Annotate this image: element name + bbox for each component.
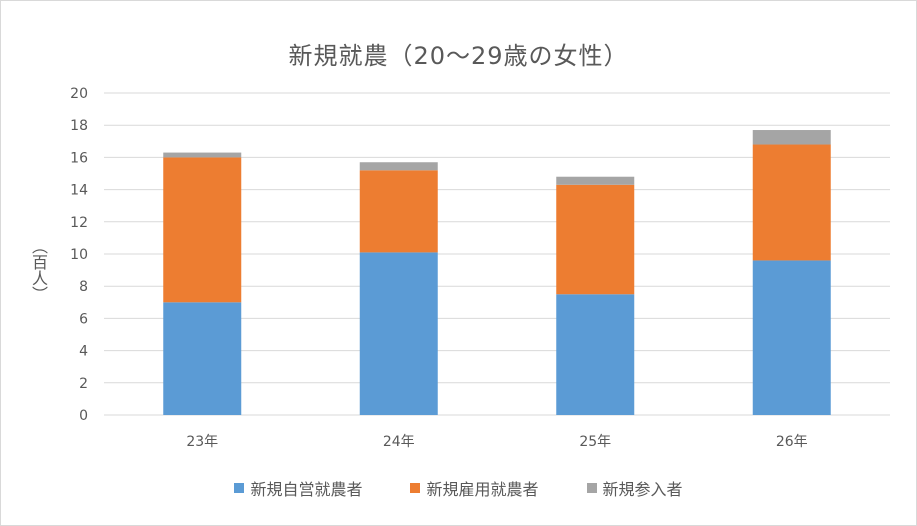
x-tick-label: 24年: [383, 434, 415, 450]
legend-label: 新規自営就農者: [250, 480, 363, 499]
legend-swatch: [410, 483, 421, 493]
bar-segment-series-0-2: [556, 294, 635, 415]
bar-segment-series-2-1: [359, 162, 438, 171]
x-tick-label: 26年: [776, 434, 808, 450]
bar-segment-series-2-3: [752, 130, 831, 145]
y-tick-label: 4: [79, 344, 88, 360]
bar-segment-series-0-1: [359, 252, 438, 415]
bar-segment-series-0-0: [163, 302, 242, 415]
y-tick-label: 6: [79, 311, 88, 327]
legend-swatch: [234, 483, 245, 493]
y-tick-label: 18: [70, 118, 88, 134]
legend-item: 新規自営就農者: [234, 476, 362, 500]
y-tick-label: 20: [70, 86, 88, 102]
legend-item: 新規雇用就農者: [410, 476, 539, 500]
y-axis-label: （百人）: [29, 238, 48, 302]
bar-segment-series-1-1: [359, 170, 438, 253]
chart-title: 新規就農（20～29歳の女性）: [288, 42, 629, 70]
y-tick-label: 0: [79, 408, 88, 424]
x-tick-label: 25年: [579, 434, 611, 450]
legend-label: 新規参入者: [602, 480, 683, 499]
bars: [163, 130, 831, 415]
legend: 新規自営就農者 新規雇用就農者 新規参入者: [0, 476, 917, 500]
y-tick-label: 8: [79, 279, 88, 295]
bar-segment-series-2-0: [163, 152, 242, 158]
legend-item: 新規参入者: [586, 476, 683, 500]
y-tick-label: 14: [70, 183, 88, 199]
y-tick-label: 10: [70, 247, 88, 263]
bar-segment-series-1-2: [556, 184, 635, 295]
y-tick-label: 12: [70, 215, 88, 231]
bar-segment-series-1-3: [752, 144, 831, 261]
y-tick-labels: 0 2 4 6 8 10 12 14 16 18 20: [70, 86, 88, 424]
bar-segment-series-2-2: [556, 176, 635, 185]
bar-segment-series-0-3: [752, 260, 831, 415]
legend-label: 新規雇用就農者: [426, 480, 539, 499]
y-tick-label: 16: [70, 150, 88, 166]
bar-segment-series-1-0: [163, 157, 242, 303]
x-tick-label: 23年: [186, 434, 218, 450]
x-tick-labels: 23年 24年 25年 26年: [186, 434, 807, 450]
y-tick-label: 2: [79, 376, 88, 392]
legend-swatch: [586, 483, 597, 493]
